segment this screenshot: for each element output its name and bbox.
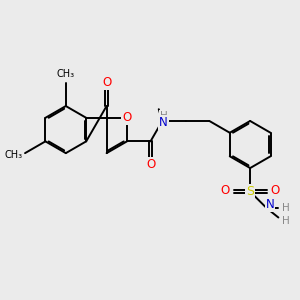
Text: O: O <box>102 76 111 89</box>
Text: CH₃: CH₃ <box>57 69 75 79</box>
Text: S: S <box>246 185 254 198</box>
Text: H: H <box>160 111 167 121</box>
Text: O: O <box>122 111 132 124</box>
Text: N: N <box>159 116 168 129</box>
Text: H: H <box>282 203 290 213</box>
Text: H: H <box>282 216 290 226</box>
Text: N: N <box>266 198 274 211</box>
Text: O: O <box>270 184 280 197</box>
Text: O: O <box>146 158 155 171</box>
Text: O: O <box>221 184 230 197</box>
Text: CH₃: CH₃ <box>4 151 22 160</box>
